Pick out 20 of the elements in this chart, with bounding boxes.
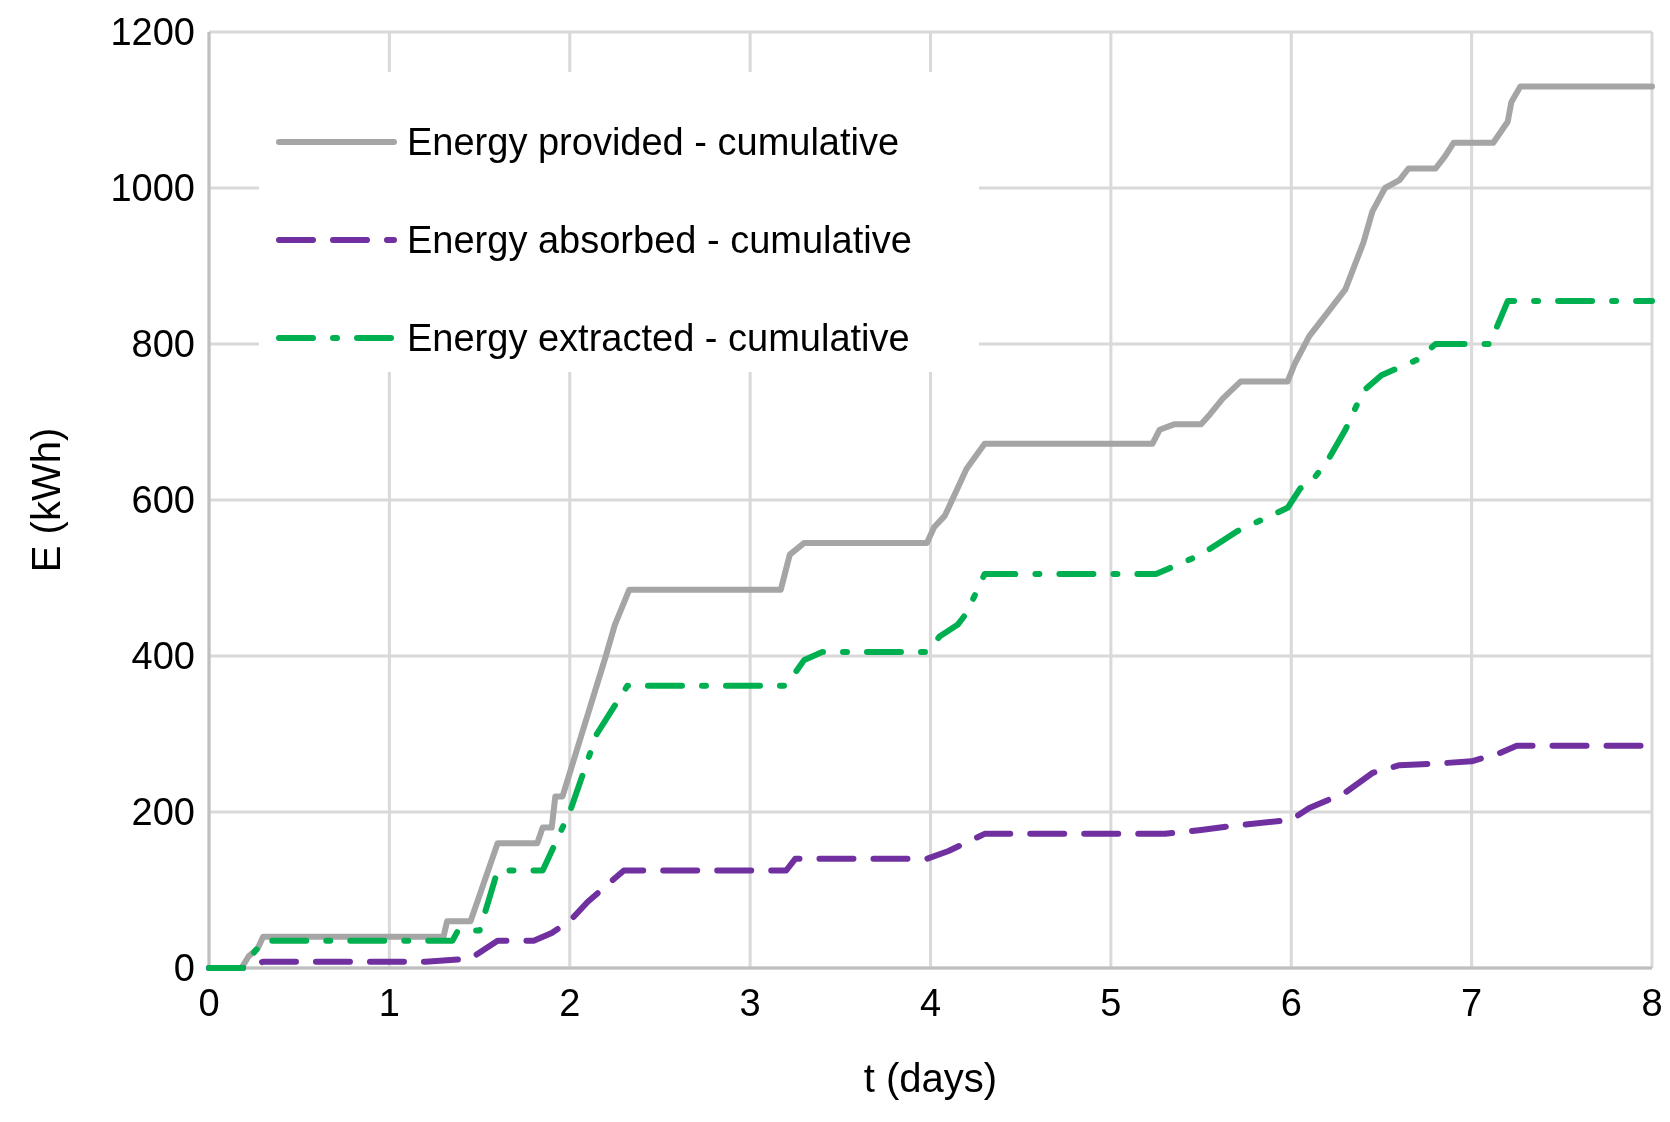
y-tick-label: 200	[131, 791, 195, 833]
y-tick-label: 1000	[110, 167, 195, 209]
legend-label: Energy extracted - cumulative	[407, 317, 910, 359]
x-tick-label: 1	[378, 982, 400, 1024]
x-tick-label: 6	[1280, 982, 1302, 1024]
x-tick-label: 2	[559, 982, 581, 1024]
y-tick-label: 0	[173, 947, 195, 989]
legend-label: Energy provided - cumulative	[407, 121, 900, 163]
legend-label: Energy absorbed - cumulative	[407, 219, 912, 261]
x-tick-label: 4	[919, 982, 942, 1024]
x-tick-label: 5	[1100, 982, 1122, 1024]
y-tick-label: 800	[131, 323, 195, 365]
x-tick-label: 3	[739, 982, 761, 1024]
y-tick-label: 1200	[110, 11, 195, 53]
y-tick-label: 400	[131, 635, 195, 677]
y-axis-title: E (kWh)	[24, 427, 68, 573]
x-tick-label: 8	[1641, 982, 1663, 1024]
y-tick-label: 600	[131, 479, 195, 521]
x-tick-label: 7	[1461, 982, 1483, 1024]
x-axis-title: t (days)	[863, 1056, 998, 1100]
